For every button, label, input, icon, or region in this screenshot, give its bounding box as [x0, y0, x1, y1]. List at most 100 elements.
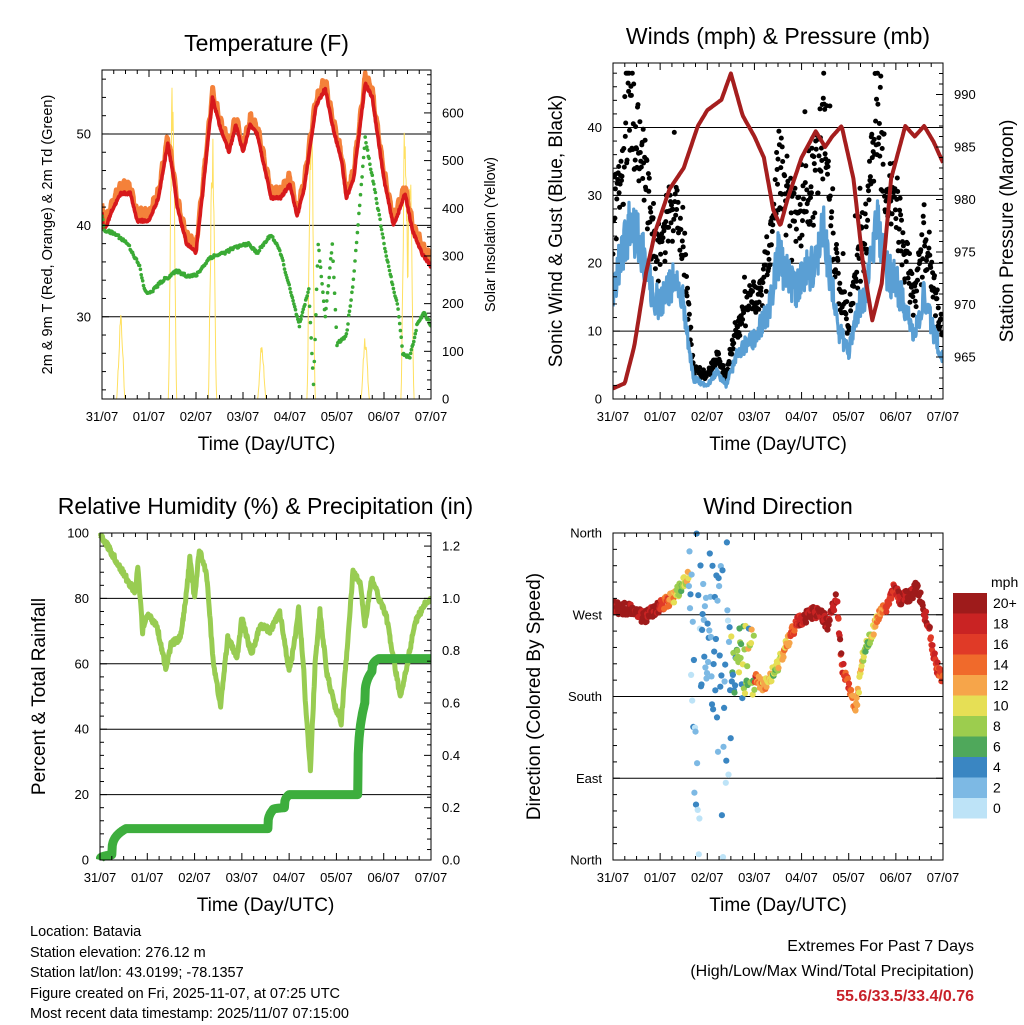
legend-label: 12 [993, 677, 1009, 693]
dewpoint-series [102, 135, 431, 387]
gust-point [900, 243, 906, 249]
dewpoint-point [386, 264, 391, 269]
gust-point [650, 215, 656, 221]
gust-point [747, 283, 753, 289]
legend-title: mph [991, 574, 1018, 590]
dewpoint-point [354, 248, 358, 253]
dewpoint-point [292, 304, 297, 309]
y-tick-label: 60 [75, 656, 89, 671]
x-tick-label: 31/07 [597, 409, 630, 424]
dewpoint-point [375, 201, 379, 205]
dewpoint-point [305, 294, 310, 298]
dewpoint-point [370, 173, 375, 177]
gust-point [621, 164, 627, 170]
y2-tick-label: 980 [954, 192, 976, 207]
gust-point [613, 215, 618, 221]
dewpoint-point [368, 162, 372, 166]
gust-point [673, 212, 679, 218]
direction-point [834, 598, 841, 605]
direction-point [719, 567, 726, 574]
gust-point [831, 256, 837, 262]
gust-point [766, 256, 772, 262]
gust-point [627, 127, 632, 133]
gust-point [680, 204, 686, 210]
gust-point [764, 272, 770, 278]
direction-point [687, 591, 694, 598]
direction-point [697, 562, 704, 569]
dewpoint-point [329, 251, 334, 255]
gust-point [879, 146, 885, 151]
gust-point [876, 121, 882, 126]
direction-point [734, 647, 741, 654]
x-axis-label: Time (Day/UTC) [709, 895, 847, 916]
dewpoint-point [327, 275, 332, 280]
direction-point [713, 714, 721, 721]
t2m-series-line [102, 81, 431, 269]
direction-point [831, 607, 838, 614]
direction-point [938, 678, 943, 685]
dewpoint-point [328, 266, 332, 270]
gust-point [864, 250, 870, 256]
gust-point [780, 159, 786, 164]
direction-point [688, 571, 695, 578]
y-axis-left: 30 40 50 2m & 9m T (Red, Orange) & 2m Td (G… [40, 78, 109, 391]
gust-point [616, 190, 622, 196]
direction-point [870, 631, 877, 638]
direction-point [926, 624, 933, 631]
gust-point [797, 202, 803, 207]
gust-point [652, 266, 658, 272]
wind-direction-panel: 31/07 01/07 02/07 03/07 04/07 05/07 06/07 07/07… [524, 493, 959, 916]
gust-point [616, 164, 622, 169]
dewpoint-point [292, 302, 296, 306]
direction-point [838, 650, 845, 657]
dewpoint-point [363, 135, 368, 139]
gust-point [910, 312, 916, 318]
gust-point [871, 136, 877, 142]
dewpoint-point [372, 187, 377, 192]
gust-point [833, 267, 838, 273]
direction-point [824, 626, 831, 633]
gust-point [614, 196, 620, 202]
x-tick-label: 06/07 [880, 870, 913, 885]
y-tick-label: North [570, 526, 602, 541]
direction-point [708, 673, 715, 680]
gust-point [668, 220, 674, 226]
dewpoint-point [320, 282, 324, 286]
direction-point [741, 690, 749, 697]
x-tick-label: 07/07 [927, 409, 960, 424]
direction-point [714, 597, 721, 604]
direction-point [698, 681, 705, 688]
gust-point [684, 274, 689, 279]
legend-swatch [953, 613, 987, 634]
dewpoint-point [349, 298, 353, 302]
direction-point [886, 600, 893, 608]
x-tick-label: 06/07 [880, 409, 913, 424]
plot-area [613, 530, 943, 861]
y2-tick-label: 200 [442, 296, 464, 311]
y-tick-label: 40 [77, 218, 91, 233]
direction-point [721, 678, 728, 685]
gust-point [778, 165, 784, 171]
direction-point [922, 608, 930, 615]
dewpoint-point [278, 248, 282, 253]
direction-point [717, 683, 724, 690]
dewpoint-point [151, 289, 155, 294]
gust-point [928, 265, 934, 270]
gust-point [921, 220, 927, 226]
gust-point [726, 361, 732, 367]
direction-point [707, 593, 714, 600]
gust-point [888, 221, 894, 227]
gust-point [803, 163, 809, 169]
chart-title: Winds (mph) & Pressure (mb) [626, 23, 930, 49]
dewpoint-point [319, 274, 324, 279]
direction-point [931, 650, 938, 657]
gust-point [739, 320, 745, 326]
gust-point [903, 259, 909, 265]
gust-point [915, 277, 920, 283]
y-axis-right: 0 100 200 300 400 500 600 Solar Insolation (Yel… [424, 74, 499, 407]
dewpoint-point [281, 258, 285, 263]
legend-swatch [953, 777, 987, 798]
direction-point [670, 599, 678, 606]
direction-point [724, 617, 732, 624]
